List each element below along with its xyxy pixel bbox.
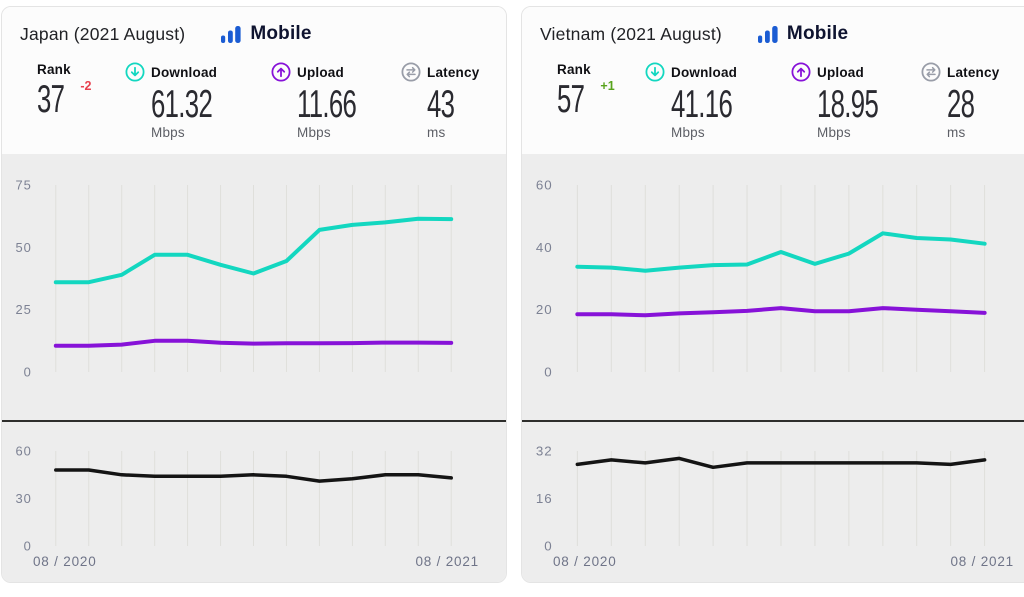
svg-text:30: 30 — [15, 491, 31, 506]
download-unit: Mbps — [151, 125, 185, 140]
country-panel-japan: Japan (2021 August) Mobile Rank — [1, 6, 507, 583]
network-type-mobile: Mobile — [221, 23, 311, 45]
download-unit: Mbps — [671, 125, 705, 140]
network-type-mobile: Mobile — [757, 23, 849, 45]
circle-swap-icon — [401, 62, 421, 82]
svg-text:32: 32 — [536, 444, 553, 459]
svg-text:75: 75 — [15, 177, 31, 192]
x-axis-end-label: 08 / 2021 — [415, 554, 479, 569]
chart-divider — [2, 420, 506, 422]
upload-value: 11.66 — [297, 83, 357, 126]
stat-latency: Latency 43 ms — [401, 62, 488, 140]
rank-label: Rank — [37, 62, 71, 77]
svg-text:0: 0 — [544, 539, 552, 554]
stat-latency: Latency 28 ms — [921, 62, 1023, 140]
stat-rank: Rank 57 +1 — [557, 62, 645, 140]
panel-header: Japan (2021 August) Mobile Rank — [2, 7, 506, 154]
stat-upload: Upload 11.66 Mbps — [271, 62, 401, 140]
circle-arrow-down-icon — [645, 62, 665, 82]
upload-label: Upload — [297, 64, 344, 80]
rank-value: 37 — [37, 78, 65, 121]
vietnam-latency-line-chart: 32 16 0 — [536, 444, 987, 554]
upload-label: Upload — [817, 64, 864, 80]
rank-change-badge: +1 — [600, 79, 615, 93]
stat-download: Download 61.32 Mbps — [125, 62, 271, 140]
stat-upload: Upload 18.95 Mbps — [791, 62, 921, 140]
latency-label: Latency — [427, 64, 480, 80]
japan-speed-line-chart: 75 50 25 0 — [15, 177, 454, 380]
x-axis-labels: 08 / 2020 08 / 2021 — [522, 554, 1024, 569]
chart-zone: 75 50 25 0 60 30 0 08 / 2020 08 / 2021 — [2, 154, 506, 582]
panel-header: Vietnam (2021 August) Mobile Rank — [522, 7, 1024, 154]
latency-unit: ms — [947, 125, 966, 140]
network-label: Mobile — [250, 23, 312, 44]
panel-title: Vietnam (2021 August) — [540, 23, 722, 44]
svg-text:0: 0 — [24, 364, 32, 379]
svg-text:0: 0 — [24, 538, 32, 553]
stat-download: Download 41.16 Mbps — [645, 62, 791, 140]
japan-latency-line-chart: 60 30 0 — [15, 443, 453, 554]
signal-bars-icon — [757, 25, 778, 43]
svg-text:16: 16 — [536, 491, 553, 506]
download-value: 41.16 — [671, 83, 733, 126]
country-panel-vietnam: Vietnam (2021 August) Mobile Rank — [521, 6, 1024, 583]
stats-row: Rank 37 -2 Download — [20, 62, 488, 140]
circle-arrow-down-icon — [125, 62, 145, 82]
panel-title: Japan (2021 August) — [20, 23, 186, 44]
download-label: Download — [671, 64, 738, 80]
download-value: 61.32 — [151, 83, 213, 126]
latency-value: 28 — [947, 83, 975, 126]
upload-value: 18.95 — [817, 83, 879, 126]
svg-text:60: 60 — [15, 443, 31, 458]
svg-text:25: 25 — [15, 302, 31, 317]
circle-arrow-up-icon — [271, 62, 291, 82]
svg-text:50: 50 — [15, 240, 31, 255]
signal-bars-icon — [221, 25, 241, 43]
latency-unit: ms — [427, 125, 446, 140]
latency-label: Latency — [947, 64, 1000, 80]
network-label: Mobile — [786, 23, 849, 44]
circle-arrow-up-icon — [791, 62, 811, 82]
stats-row: Rank 57 +1 Download — [540, 62, 1023, 140]
latency-value: 43 — [427, 83, 455, 126]
chart-zone: 60 40 20 0 32 16 0 08 / 2020 08 / 2021 — [522, 154, 1024, 582]
rank-label: Rank — [557, 62, 591, 77]
vietnam-speed-line-chart: 60 40 20 0 — [536, 178, 987, 380]
svg-text:40: 40 — [536, 240, 553, 255]
rank-change-badge: -2 — [80, 79, 92, 93]
x-axis-start-label: 08 / 2020 — [553, 554, 617, 569]
svg-text:0: 0 — [544, 365, 552, 380]
download-label: Download — [151, 64, 218, 80]
upload-unit: Mbps — [817, 125, 851, 140]
svg-text:20: 20 — [536, 302, 553, 317]
x-axis-start-label: 08 / 2020 — [33, 554, 97, 569]
upload-unit: Mbps — [297, 125, 331, 140]
x-axis-end-label: 08 / 2021 — [950, 554, 1014, 569]
rank-value: 57 — [557, 78, 585, 121]
circle-swap-icon — [921, 62, 941, 82]
x-axis-labels: 08 / 2020 08 / 2021 — [2, 554, 506, 569]
chart-divider — [522, 420, 1024, 422]
svg-text:60: 60 — [536, 178, 553, 193]
stat-rank: Rank 37 -2 — [37, 62, 125, 140]
